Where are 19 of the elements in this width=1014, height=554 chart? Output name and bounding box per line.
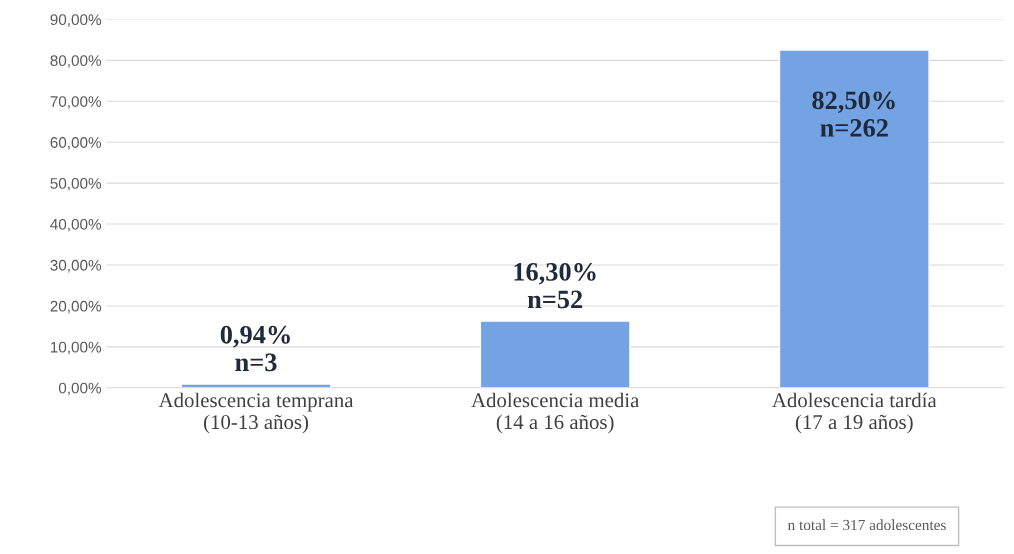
x-tick-label: Adolescencia tardía (17 a 19 años) (772, 392, 937, 434)
y-tick-label: 0,00% (58, 382, 102, 396)
bar (479, 320, 631, 388)
y-tick-label: 50,00% (50, 178, 102, 191)
y-tick-label: 70,00% (50, 96, 102, 109)
text: n total = 317 adolescentes (787, 519, 946, 531)
y-tick-label: 90,00% (50, 14, 102, 27)
y-tick-label: 60,00% (50, 137, 102, 150)
y-tick-label: 10,00% (50, 341, 102, 355)
x-tick-label: Adolescencia media (14 a 16 años) (471, 392, 640, 434)
data-label: 82,50% n=262 (812, 91, 895, 137)
y-tick-label: 30,00% (50, 259, 102, 273)
data-label: 0,94% n=3 (220, 325, 290, 372)
x-tick-label: Adolescencia temprana (10-13 años) (158, 392, 354, 434)
bar (778, 49, 930, 388)
y-tick-label: 40,00% (50, 218, 102, 232)
y-tick-label: 80,00% (50, 55, 102, 68)
y-tick-label: 20,00% (50, 300, 102, 314)
data-label: 16,30% n=52 (514, 262, 596, 309)
